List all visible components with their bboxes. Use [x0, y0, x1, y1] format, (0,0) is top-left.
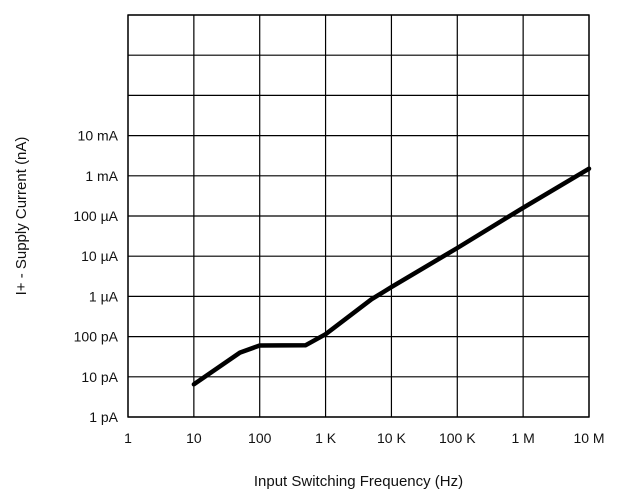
y-tick-labels: 1 pA 10 pA 100 pA 1 µA 10 µA 100 µA 1 mA 10 mA — [73, 128, 118, 425]
x-tick-label: 10 — [186, 430, 202, 446]
supply-current-line — [191, 166, 592, 387]
y-tick-label: 1 pA — [89, 409, 118, 425]
x-axis-label: Input Switching Frequency (Hz) — [254, 473, 463, 490]
y-tick-label: 1 µA — [89, 288, 119, 304]
plot-frame — [127, 14, 590, 418]
x-tick-label: 10 M — [573, 430, 604, 446]
y-tick-label: 100 pA — [74, 329, 119, 345]
x-tick-label: 1 K — [315, 430, 337, 446]
series-group — [191, 166, 592, 387]
y-tick-label: 10 mA — [78, 128, 119, 144]
y-tick-label: 100 µA — [73, 208, 118, 224]
grid — [127, 14, 590, 418]
y-tick-label: 10 pA — [81, 369, 118, 385]
y-tick-label: 1 mA — [85, 168, 118, 184]
x-tick-labels: 1 10 100 1 K 10 K 100 K 1 M 10 M — [124, 430, 604, 446]
x-tick-label: 100 K — [439, 430, 476, 446]
x-tick-label: 1 — [124, 430, 132, 446]
y-axis-label: I+ - Supply Current (nA) — [13, 137, 30, 296]
x-tick-label: 10 K — [377, 430, 406, 446]
x-tick-label: 1 M — [511, 430, 534, 446]
y-tick-label: 10 µA — [81, 248, 119, 264]
x-tick-label: 100 — [248, 430, 272, 446]
